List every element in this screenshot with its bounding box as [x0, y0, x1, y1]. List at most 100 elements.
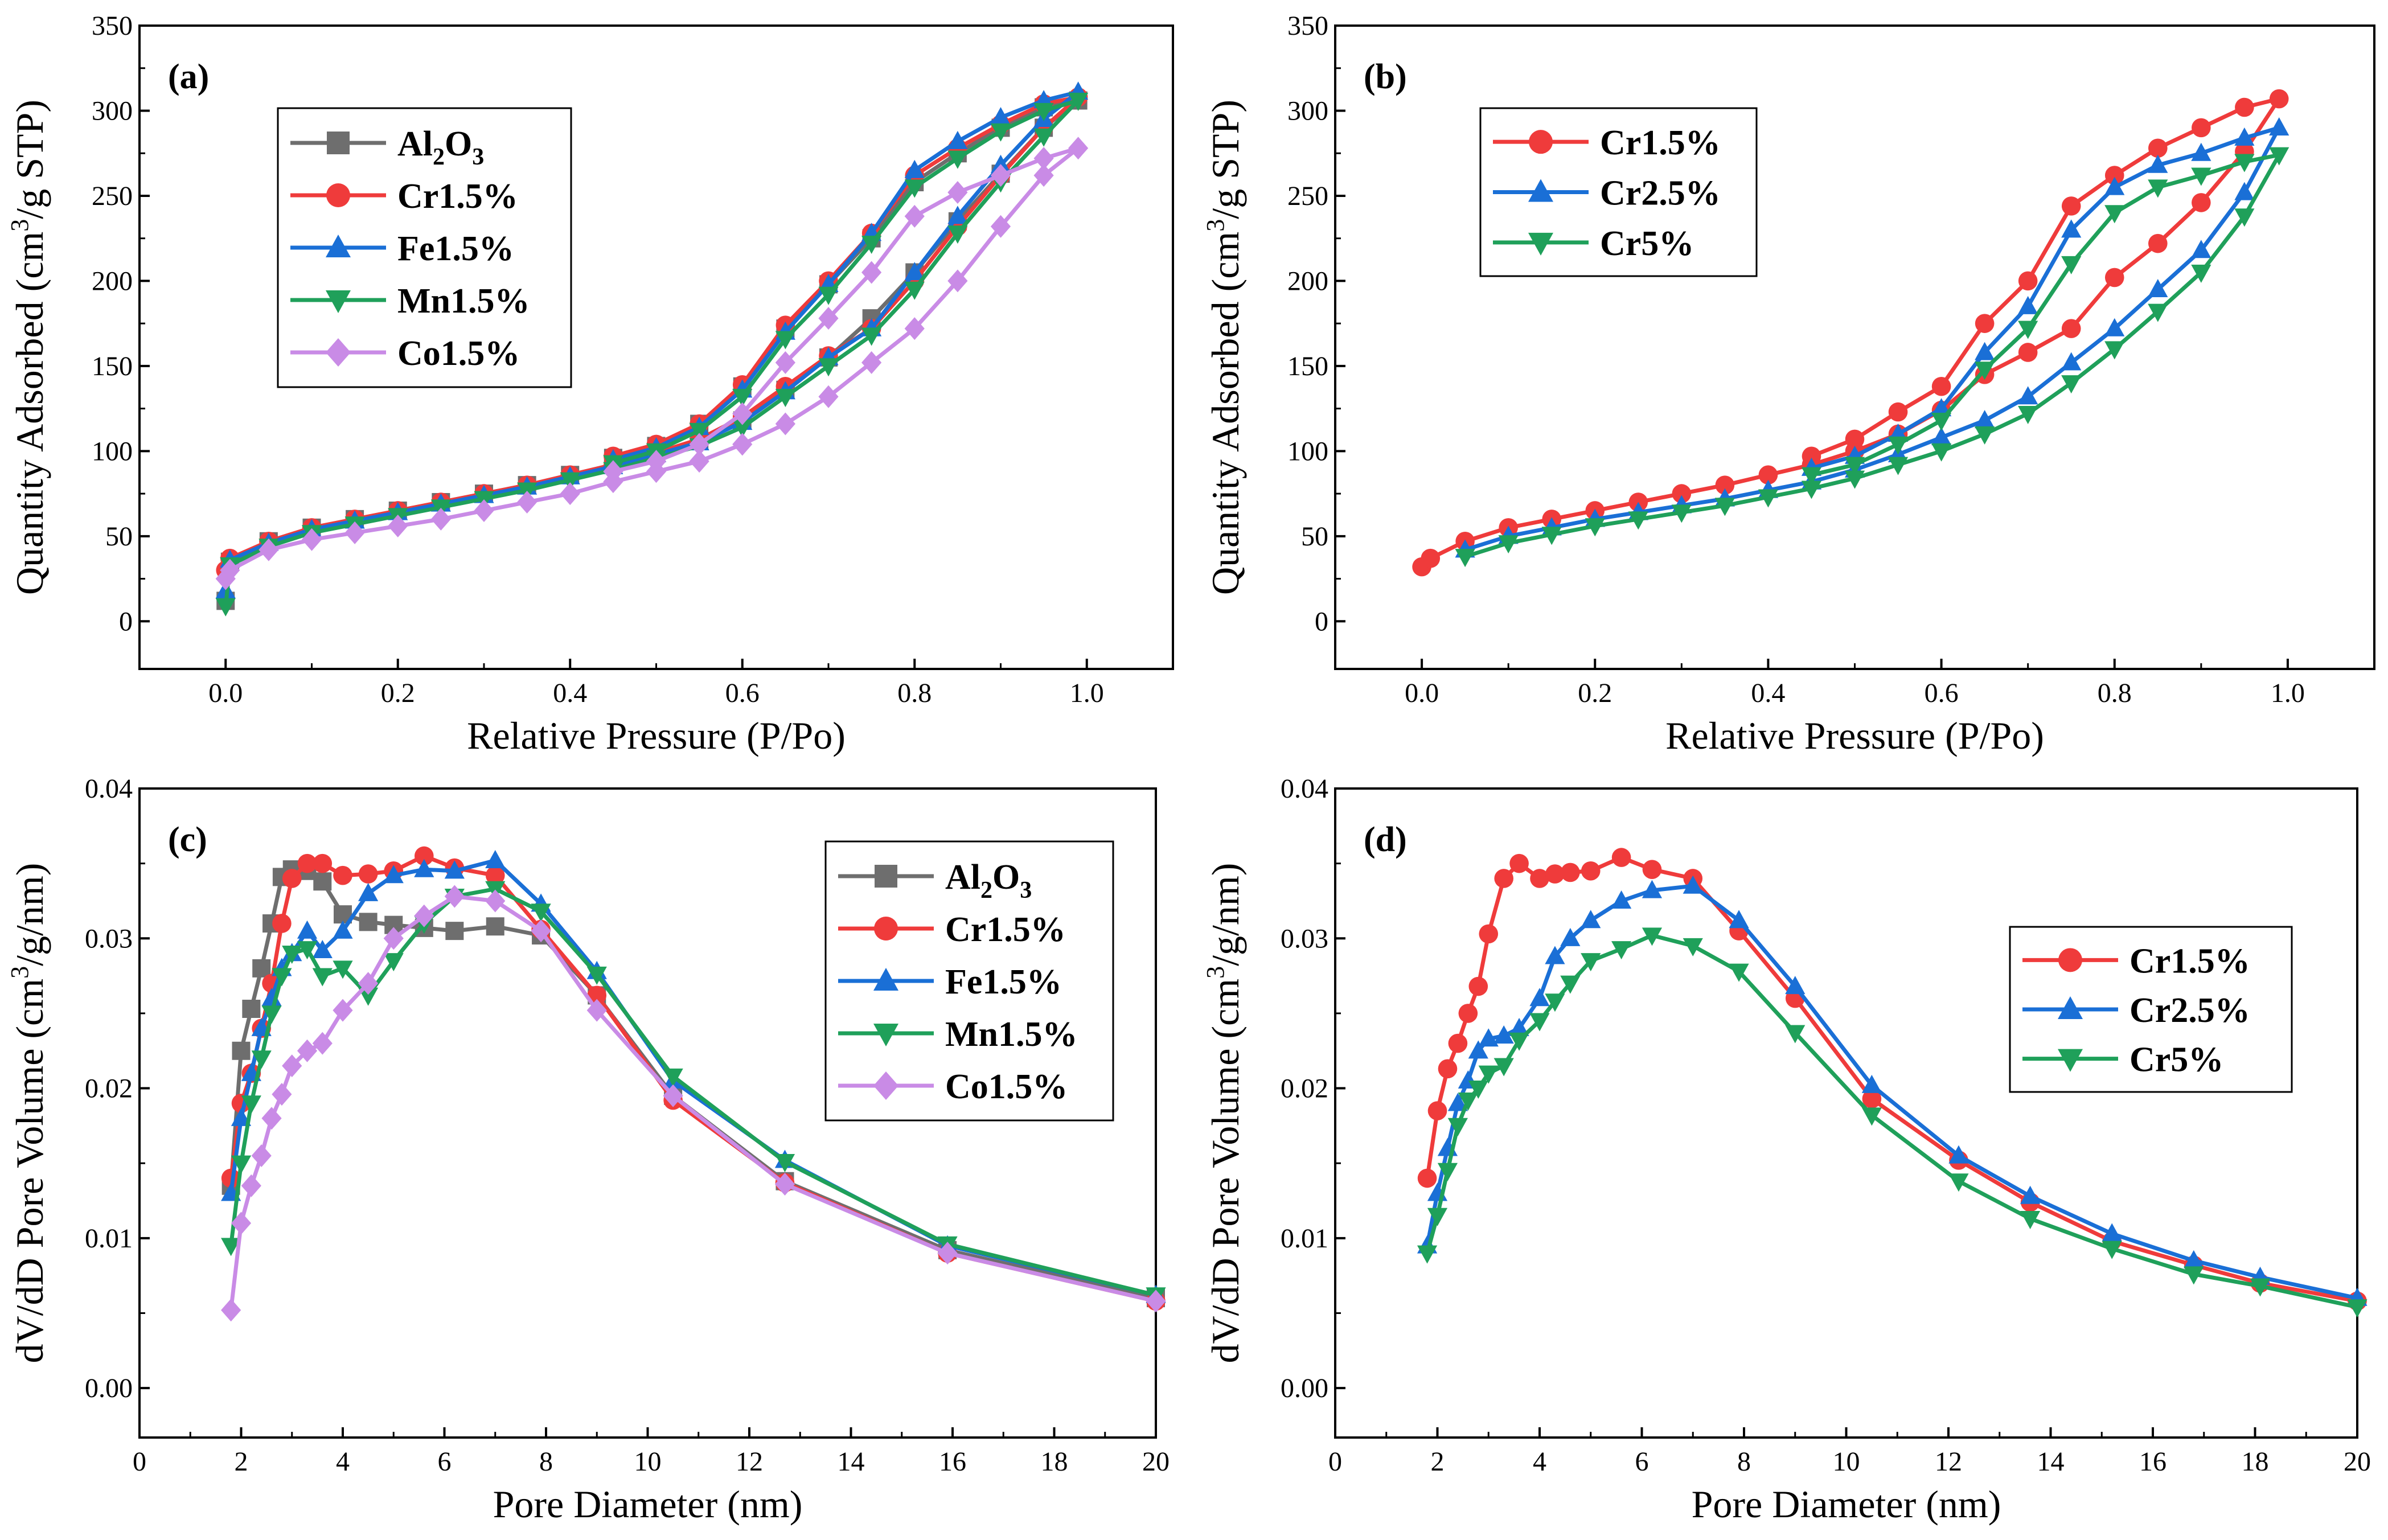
y-tick-label: 100 [1287, 436, 1328, 466]
legend: Al2O3 Cr1.5% Fe1.5% Mn1.5% Co1.5% [277, 107, 572, 388]
y-tick-label: 0 [119, 606, 133, 636]
data-point [861, 236, 882, 254]
data-point [313, 853, 333, 873]
data-point [2018, 295, 2038, 314]
data-point [282, 869, 302, 888]
legend-label: Cr1.5% [2129, 942, 2250, 980]
data-point [1146, 1290, 1166, 1313]
data-point [2061, 319, 2081, 338]
data-point [517, 491, 537, 514]
data-point [297, 853, 317, 873]
data-point [2192, 193, 2211, 212]
data-point [861, 327, 882, 346]
data-point [947, 150, 968, 169]
data-point [2148, 179, 2168, 198]
data-point [1448, 1033, 1468, 1053]
y-tick-label: 250 [92, 181, 133, 211]
data-point [1758, 465, 1778, 485]
data-point [990, 107, 1011, 126]
data-point [990, 215, 1011, 238]
data-point [358, 864, 378, 884]
data-point [1975, 342, 1995, 360]
data-point [485, 889, 506, 913]
data-point [774, 1153, 795, 1172]
plot-frame [1334, 787, 2358, 1439]
y-tick-label: 200 [92, 266, 133, 296]
series-Mn15 [221, 881, 1166, 1306]
data-point [1611, 848, 1631, 867]
panel-a: 0.0 0.2 0.4 0.6 0.8 1.0 0 50 100 150 200 250 300 350 R… [6, 11, 1174, 757]
data-point [1530, 869, 1549, 888]
data-point [1845, 429, 1865, 449]
y-tick-label: 0.02 [1281, 1074, 1328, 1104]
data-point [947, 206, 968, 224]
data-point [1862, 1089, 1882, 1108]
legend-marker [326, 290, 351, 313]
legend-marker [1529, 130, 1553, 154]
data-point [904, 317, 925, 340]
data-point [221, 1299, 241, 1322]
data-point [1033, 128, 1054, 147]
data-point [312, 939, 333, 958]
data-point [1931, 443, 1952, 462]
y-tick-label: 350 [1287, 11, 1328, 41]
x-axis-title: Relative Pressure (P/Po) [1665, 714, 2044, 757]
legend-label: Cr1.5% [1600, 124, 1721, 162]
data-point [990, 164, 1011, 187]
x-tick-label: 0.4 [1751, 678, 1785, 708]
data-point [415, 846, 434, 866]
x-tick-label: 12 [736, 1447, 763, 1477]
data-point [1683, 875, 1703, 894]
legend-label: Mn1.5% [945, 1015, 1078, 1054]
legend-marker [326, 338, 351, 367]
data-point [312, 968, 333, 987]
data-point [2184, 1266, 2204, 1285]
legend-marker [1528, 179, 1553, 202]
data-point [1729, 963, 1749, 982]
data-point [1478, 1028, 1499, 1047]
legend-marker [2058, 996, 2083, 1019]
data-point [775, 389, 795, 408]
data-point [1861, 1074, 1882, 1093]
legend: Cr1.5% Cr2.5% Cr5% [1479, 107, 1758, 277]
data-point [774, 1173, 795, 1196]
data-point [1758, 489, 1779, 508]
y-tick-label: 0.02 [85, 1074, 133, 1104]
y-tick-label: 150 [92, 351, 133, 381]
data-point [904, 159, 925, 178]
data-point [344, 521, 365, 544]
data-point [220, 558, 240, 582]
legend: Al2O3 Cr1.5% Fe1.5% Mn1.5% Co1.5% [824, 840, 1114, 1122]
y-tick-label: 250 [1287, 181, 1328, 211]
x-tick-label: 0.6 [725, 678, 760, 708]
data-point [2234, 127, 2255, 146]
series-Cr5 [1455, 147, 2289, 568]
data-point [1458, 1093, 1478, 1111]
data-point [1975, 426, 1995, 445]
data-point [904, 281, 925, 300]
data-point [1421, 548, 1441, 568]
legend-marker [873, 968, 898, 991]
data-point [1729, 910, 1749, 929]
data-point [1931, 427, 1952, 446]
data-point [531, 919, 551, 943]
data-point [1581, 910, 1601, 929]
data-point [818, 358, 839, 377]
x-tick-label: 14 [838, 1447, 865, 1477]
data-point [2104, 176, 2125, 195]
legend-marker [326, 235, 351, 257]
data-point [2018, 271, 2038, 291]
legend: Cr1.5% Cr2.5% Cr5% [2009, 926, 2293, 1093]
data-point [474, 499, 494, 522]
data-point [1541, 527, 1562, 545]
data-point [2269, 89, 2289, 109]
data-point [259, 538, 279, 561]
data-point [1468, 976, 1488, 996]
y-tick-label: 0.01 [85, 1223, 133, 1254]
data-point [2061, 256, 2082, 274]
data-point [430, 507, 451, 531]
data-point [272, 1083, 292, 1106]
legend-label: Cr1.5% [945, 910, 1066, 949]
data-point [2191, 240, 2211, 258]
data-point [2184, 1250, 2204, 1268]
